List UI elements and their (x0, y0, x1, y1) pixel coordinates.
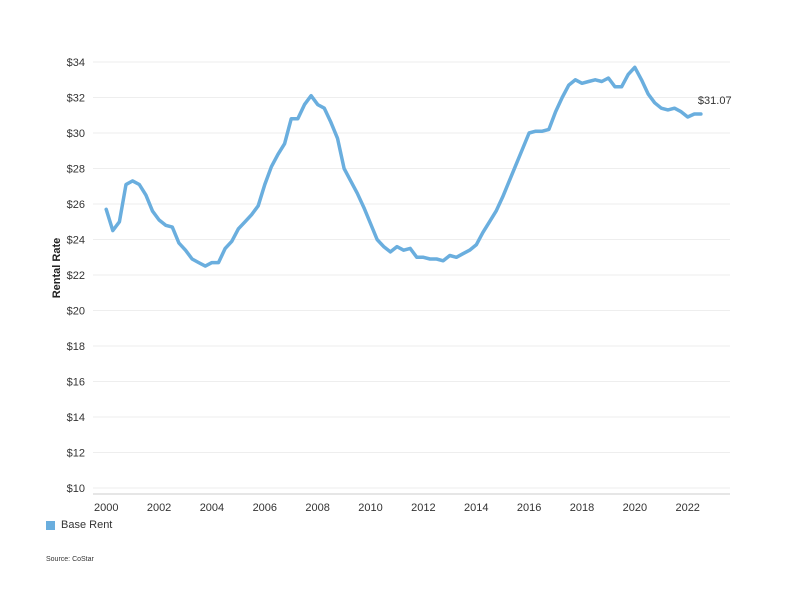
grid-lines (93, 61, 730, 489)
source-note: Source: CoStar (46, 556, 94, 563)
y-tick-label: $12 (67, 448, 85, 460)
y-tick-label: $32 (67, 93, 85, 105)
series-layer (104, 65, 703, 268)
x-tick-label: 2022 (675, 502, 699, 514)
y-tick-label: $22 (67, 270, 85, 282)
legend-label-base-rent: Base Rent (61, 519, 113, 531)
y-tick-label: $28 (67, 164, 85, 176)
y-tick-label: $18 (67, 341, 85, 353)
x-tick-label: 2014 (464, 502, 488, 514)
end-value-label: $31.07 (698, 95, 732, 107)
x-tick-label: 2016 (517, 502, 541, 514)
legend-swatch-base-rent (46, 520, 55, 530)
y-tick-label: $16 (67, 377, 85, 389)
y-tick-label: $14 (67, 412, 85, 424)
x-tick-label: 2010 (358, 502, 382, 514)
y-tick-label: $20 (67, 306, 85, 318)
y-axis: $10 $12 $14 $16 $18 $20 $22 $24 $26 $28 $30 $32 $34 (67, 57, 85, 495)
x-tick-label: 2008 (305, 502, 329, 514)
x-tick-label: 2020 (623, 502, 647, 514)
x-tick-label: 2004 (200, 502, 224, 514)
legend: Base Rent (46, 519, 112, 531)
y-tick-label: $26 (67, 199, 85, 211)
x-tick-label: 2012 (411, 502, 435, 514)
x-axis: 2000 2002 2004 2006 2008 2010 2012 2014 2016 2018… (94, 502, 700, 514)
y-axis-title: Rental Rate (51, 238, 63, 299)
x-tick-label: 2002 (147, 502, 171, 514)
y-tick-label: $24 (67, 235, 85, 247)
y-tick-label: $10 (67, 483, 85, 495)
y-tick-label: $30 (67, 128, 85, 140)
series-line-base-rent (104, 65, 703, 268)
x-tick-label: 2018 (570, 502, 594, 514)
x-tick-label: 2006 (253, 502, 277, 514)
x-tick-label: 2000 (94, 502, 118, 514)
y-tick-label: $34 (67, 57, 85, 69)
